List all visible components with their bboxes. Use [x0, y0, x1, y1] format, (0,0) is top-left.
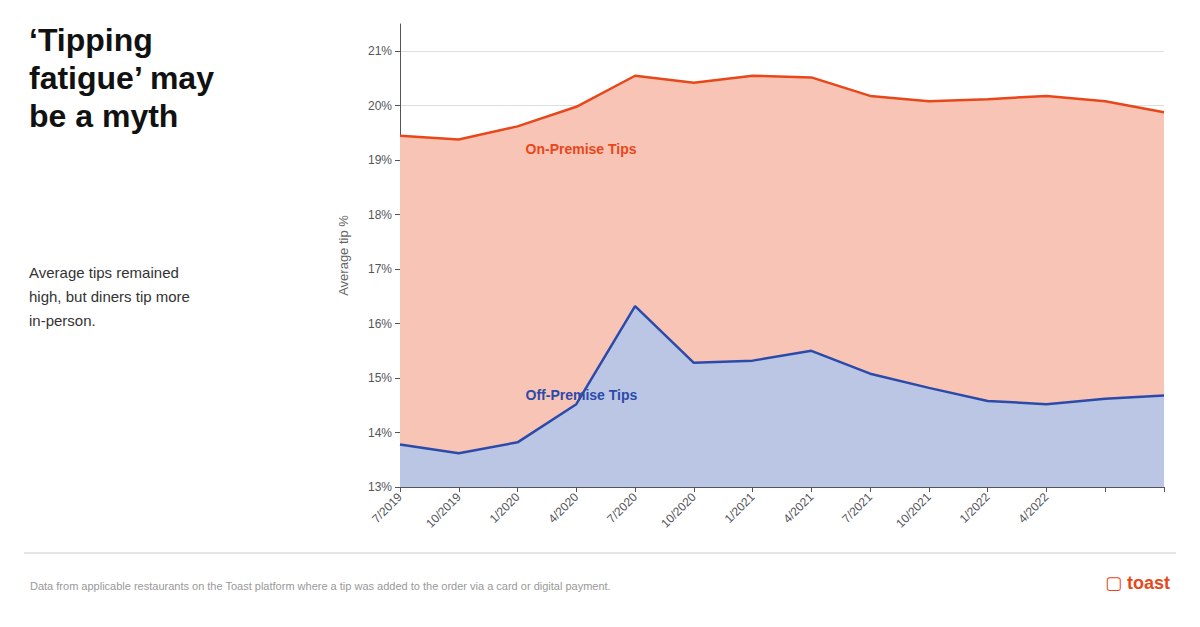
- svg-text:Average tip %: Average tip %: [336, 215, 351, 296]
- svg-text:16%: 16%: [368, 317, 392, 331]
- svg-text:10/2020: 10/2020: [658, 490, 699, 531]
- svg-text:Data from applicable restauran: Data from applicable restaurants on the …: [30, 580, 611, 592]
- svg-text:15%: 15%: [368, 371, 392, 385]
- svg-text:4/2021: 4/2021: [781, 490, 817, 526]
- svg-text:7/2019: 7/2019: [369, 490, 405, 526]
- svg-text:4/2022: 4/2022: [1016, 490, 1052, 526]
- svg-text:fatigue’ may: fatigue’ may: [29, 60, 214, 96]
- svg-text:Average tips remained: Average tips remained: [29, 264, 179, 281]
- svg-text:1/2022: 1/2022: [957, 490, 993, 526]
- svg-text:high, but diners tip more: high, but diners tip more: [29, 288, 190, 305]
- svg-text:1/2021: 1/2021: [722, 490, 758, 526]
- svg-text:13%: 13%: [368, 480, 392, 494]
- svg-text:10/2021: 10/2021: [893, 490, 934, 531]
- svg-text:7/2021: 7/2021: [839, 490, 875, 526]
- svg-text:‘Tipping: ‘Tipping: [29, 22, 153, 58]
- svg-text:Off-Premise Tips: Off-Premise Tips: [526, 387, 638, 403]
- svg-text:4/2020: 4/2020: [545, 490, 581, 526]
- svg-text:18%: 18%: [368, 208, 392, 222]
- svg-text:10/2019: 10/2019: [423, 490, 464, 531]
- svg-text:be a myth: be a myth: [29, 98, 178, 134]
- svg-text:14%: 14%: [368, 426, 392, 440]
- svg-text:7/2020: 7/2020: [604, 490, 640, 526]
- svg-text:21%: 21%: [368, 44, 392, 58]
- svg-text:1/2020: 1/2020: [487, 490, 523, 526]
- svg-text:▢ toast: ▢ toast: [1105, 573, 1170, 593]
- svg-text:20%: 20%: [368, 99, 392, 113]
- svg-text:in-person.: in-person.: [29, 312, 96, 329]
- svg-text:19%: 19%: [368, 153, 392, 167]
- svg-text:On-Premise Tips: On-Premise Tips: [526, 141, 637, 157]
- svg-text:17%: 17%: [368, 262, 392, 276]
